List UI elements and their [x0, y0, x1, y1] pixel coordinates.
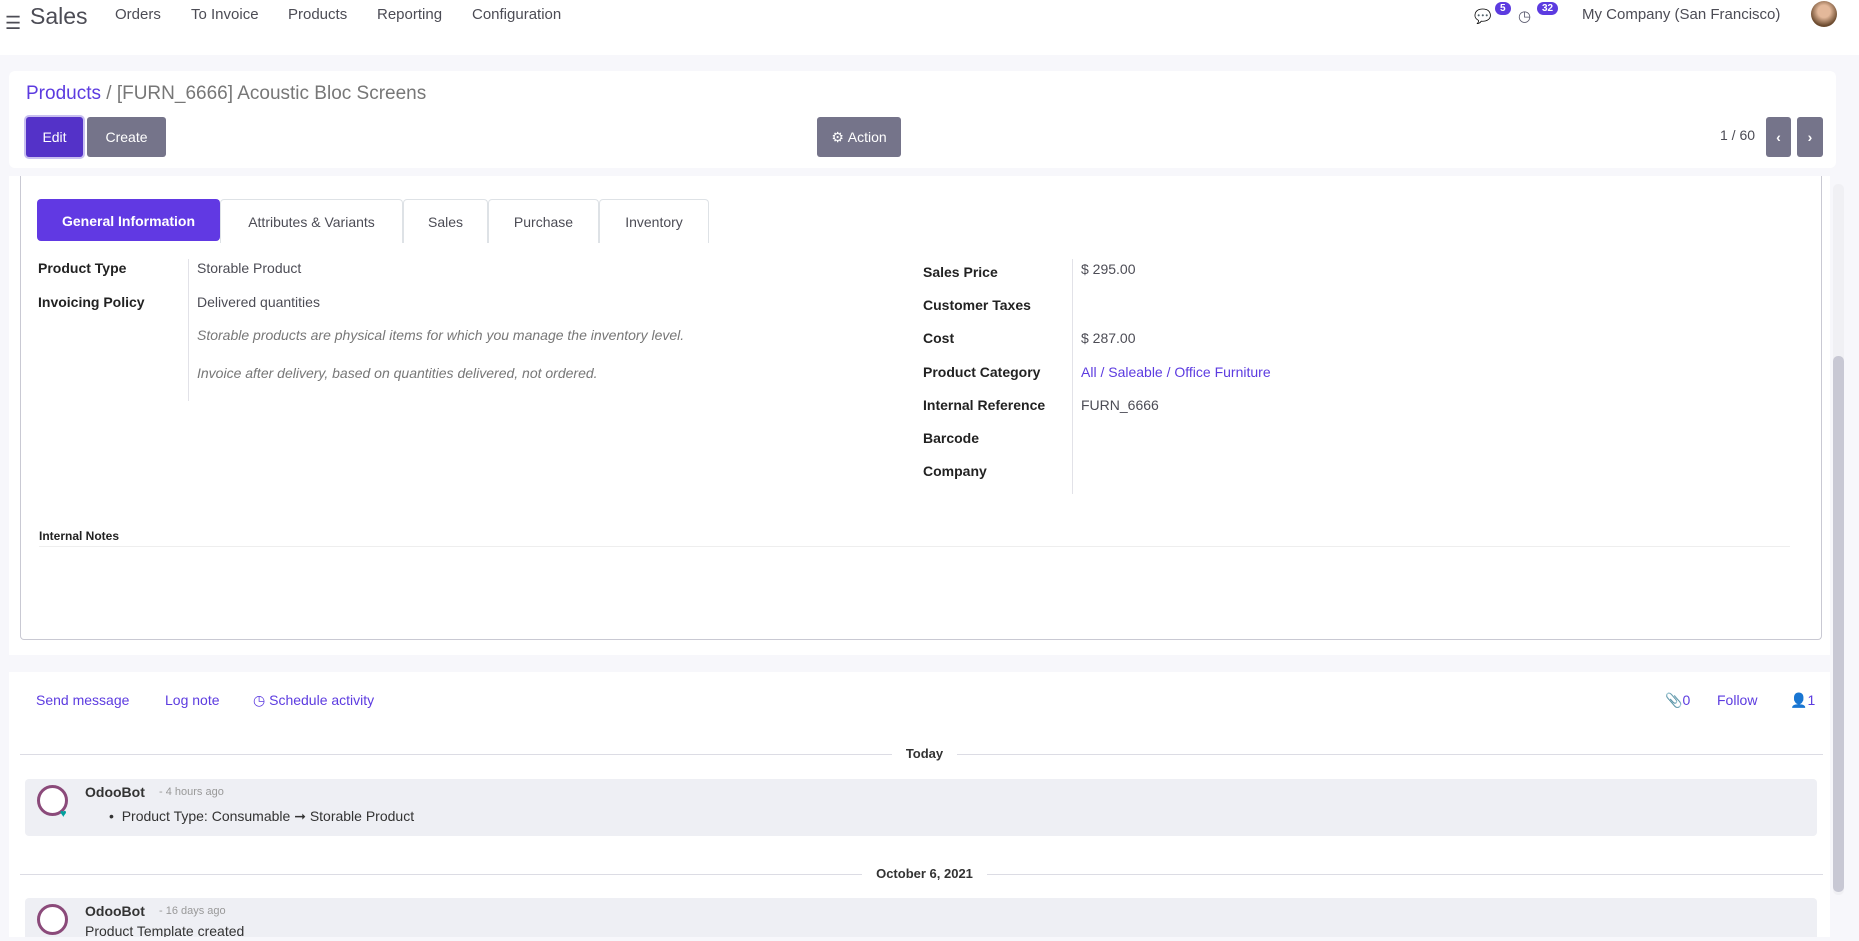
- date-today: Today: [891, 746, 958, 761]
- company-switcher[interactable]: My Company (San Francisco): [1582, 6, 1781, 23]
- follow-button[interactable]: Follow: [1717, 692, 1758, 708]
- clock-icon: ◷: [253, 692, 270, 708]
- menu-orders[interactable]: Orders: [115, 6, 161, 23]
- chatter: Send message Log note ◷ Schedule activit…: [9, 672, 1830, 937]
- product-category-label: Product Category: [923, 364, 1041, 380]
- message-item: OdooBot - 16 days ago Product Template c…: [25, 898, 1817, 937]
- schedule-activity-button[interactable]: ◷ Schedule activity: [253, 692, 375, 708]
- attachments-button[interactable]: 📎0: [1665, 692, 1691, 708]
- menu-reporting[interactable]: Reporting: [377, 6, 443, 23]
- internal-reference-label: Internal Reference: [923, 397, 1046, 413]
- breadcrumb-separator: /: [106, 83, 112, 104]
- activities-badge: 32: [1537, 2, 1559, 15]
- form-sheet: General Information Attributes & Variant…: [20, 176, 1822, 640]
- action-button[interactable]: ⚙ Action: [817, 117, 901, 157]
- action-label: Action: [847, 129, 887, 145]
- tab-purchase[interactable]: Purchase: [488, 199, 599, 243]
- pager-value[interactable]: 1 / 60: [1720, 127, 1756, 143]
- followers-button[interactable]: 👤1: [1790, 692, 1816, 708]
- divider: [1072, 259, 1073, 494]
- odoobot-avatar[interactable]: [37, 904, 68, 935]
- message-body: Product Template created: [85, 923, 245, 937]
- create-button[interactable]: Create: [87, 117, 166, 157]
- message-item: ♥ OdooBot - 4 hours ago • Product Type: …: [25, 779, 1817, 836]
- log-note-button[interactable]: Log note: [165, 692, 220, 708]
- customer-taxes-label: Customer Taxes: [923, 297, 1031, 313]
- clock-icon[interactable]: ◷: [1518, 8, 1532, 25]
- tab-inventory[interactable]: Inventory: [599, 199, 709, 243]
- cost-field[interactable]: $ 287.00: [1081, 330, 1136, 346]
- barcode-label: Barcode: [923, 430, 980, 446]
- sales-price-field[interactable]: $ 295.00: [1081, 261, 1136, 277]
- app-name[interactable]: Sales: [30, 3, 88, 29]
- scrollbar-thumb[interactable]: [1833, 356, 1844, 892]
- messages-badge: 5: [1495, 2, 1511, 15]
- odoobot-avatar[interactable]: [37, 785, 68, 816]
- invoicing-policy-field[interactable]: Delivered quantities: [197, 294, 320, 310]
- breadcrumb-products[interactable]: Products: [26, 83, 101, 104]
- message-author[interactable]: OdooBot: [85, 903, 145, 919]
- user-icon: 👤: [1790, 692, 1808, 708]
- message-time: - 16 days ago: [159, 905, 226, 917]
- chat-icon[interactable]: 💬: [1474, 8, 1492, 24]
- send-message-button[interactable]: Send message: [36, 692, 130, 708]
- scrollbar-track[interactable]: [1833, 184, 1844, 895]
- tab-general-information[interactable]: General Information: [37, 199, 220, 241]
- divider: [188, 259, 189, 401]
- product-category-link[interactable]: All / Saleable / Office Furniture: [1081, 364, 1271, 380]
- chevron-left-icon: ‹: [1776, 129, 1781, 145]
- breadcrumb: Products / [FURN_6666] Acoustic Bloc Scr…: [26, 83, 426, 105]
- top-navbar: ☰ Sales Orders To Invoice Products Repor…: [0, 0, 1859, 55]
- menu-products[interactable]: Products: [288, 6, 348, 23]
- date-october-6: October 6, 2021: [862, 866, 987, 881]
- internal-notes-label: Internal Notes: [39, 529, 120, 543]
- online-heart-icon: ♥: [60, 808, 67, 820]
- sales-price-label: Sales Price: [923, 264, 998, 280]
- menu-configuration[interactable]: Configuration: [472, 6, 562, 23]
- control-panel: Products / [FURN_6666] Acoustic Bloc Scr…: [9, 71, 1836, 168]
- record-title: [FURN_6666] Acoustic Bloc Screens: [116, 83, 427, 104]
- invoicing-policy-label: Invoicing Policy: [38, 294, 145, 310]
- user-avatar[interactable]: [1811, 1, 1837, 27]
- menu-to-invoice[interactable]: To Invoice: [191, 6, 259, 23]
- internal-reference-field[interactable]: FURN_6666: [1081, 397, 1159, 413]
- hamburger-menu-icon[interactable]: ☰: [5, 13, 22, 33]
- product-type-label: Product Type: [38, 260, 127, 276]
- company-label: Company: [923, 463, 987, 479]
- internal-notes-field[interactable]: [39, 546, 1790, 547]
- product-type-help: Storable products are physical items for…: [197, 327, 685, 343]
- gear-icon: ⚙: [831, 128, 848, 145]
- message-body: • Product Type: Consumable ➞ Storable Pr…: [109, 808, 415, 824]
- pager-previous-button[interactable]: ‹: [1766, 117, 1791, 157]
- paperclip-icon: 📎: [1665, 692, 1683, 708]
- edit-button[interactable]: Edit: [26, 117, 83, 157]
- invoicing-policy-help: Invoice after delivery, based on quantit…: [197, 365, 598, 381]
- tab-attributes-variants[interactable]: Attributes & Variants: [220, 199, 403, 243]
- product-type-field[interactable]: Storable Product: [197, 260, 302, 276]
- pager-next-button[interactable]: ›: [1797, 117, 1823, 157]
- tab-sales[interactable]: Sales: [403, 199, 488, 243]
- message-author[interactable]: OdooBot: [85, 784, 145, 800]
- chevron-right-icon: ›: [1807, 129, 1813, 145]
- cost-label: Cost: [923, 330, 955, 346]
- message-time: - 4 hours ago: [159, 786, 224, 798]
